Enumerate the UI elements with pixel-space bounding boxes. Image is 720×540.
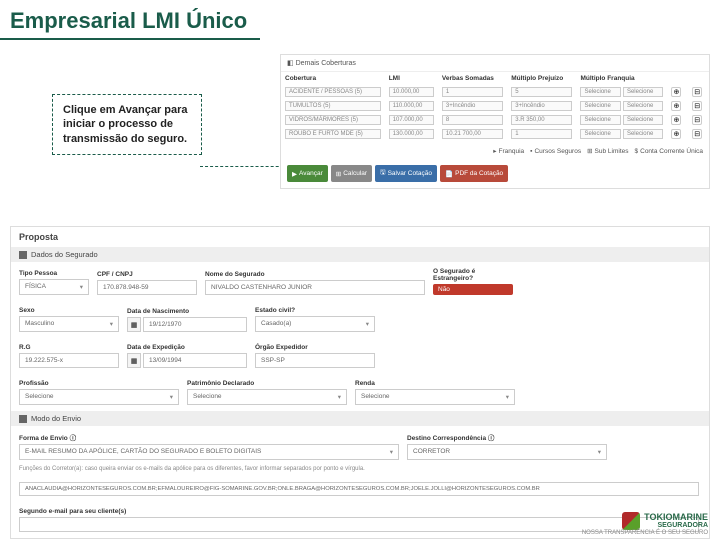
add-icon[interactable]: ⊕ [671, 129, 681, 139]
hint-text: Funções do Corretor(a): caso queira envi… [11, 466, 709, 476]
tab-sublimites[interactable]: ⊞ Sub Limites [587, 147, 628, 155]
row-f1[interactable]: Selecione [580, 87, 620, 97]
table-row: VIDROS/MÁRMORES (5) 107.000,00 8 3.R 350… [281, 113, 709, 127]
section-icon [19, 415, 27, 423]
lbl-prof: Profissão [19, 380, 179, 387]
row-lmi[interactable]: 10.000,00 [389, 87, 434, 97]
lbl-nasc: Data de Nascimento [127, 308, 247, 315]
add-icon[interactable]: ⊕ [671, 87, 681, 97]
lbl-dest: Destino Correspondência ⓘ [407, 432, 607, 442]
section-icon [19, 251, 27, 259]
lbl-rg: R.G [19, 344, 119, 351]
table-row: TUMULTOS (5) 110.000,00 3+Incêndio 3+Inc… [281, 99, 709, 113]
lbl-cpf: CPF / CNPJ [97, 271, 197, 278]
logo-brand: TOKIOMARINE [644, 513, 708, 522]
row-mp[interactable]: 5 [511, 87, 572, 97]
calendar-icon[interactable]: ▦ [127, 353, 141, 368]
col-verbas: Verbas Somadas [438, 72, 507, 85]
forma-select[interactable]: E-MAIL RESUMO DA APÓLICE, CARTÃO DO SEGU… [19, 444, 399, 460]
proposta-title: Proposta [11, 227, 709, 247]
button-row: ▶ Avançar ⊞ Calcular 🖫 Salvar Cotação 📄 … [281, 161, 709, 188]
lbl-nome: Nome do Segurado [205, 271, 425, 278]
civil-select[interactable]: Casado(a) [255, 316, 375, 332]
callout-avancar: Clique em Avançar para iniciar o process… [52, 94, 202, 155]
lbl-exped: Data de Expedição [127, 344, 247, 351]
pdf-button[interactable]: 📄 PDF da Cotação [440, 165, 508, 182]
tab-conta[interactable]: $ Conta Corrente Única [635, 147, 704, 155]
nome-input[interactable]: NIVALDO CASTENHARO JUNIOR [205, 280, 425, 295]
add-icon[interactable]: ⊕ [671, 101, 681, 111]
col-mult-prej: Múltiplo Prejuízo [507, 72, 576, 85]
remove-icon[interactable]: ⊟ [692, 129, 702, 139]
col-lmi: LMI [385, 72, 438, 85]
lbl-civil: Estado civil? [255, 307, 375, 314]
lbl-patr: Patrimônio Declarado [187, 380, 347, 387]
panel-proposta: Proposta Dados do Segurado Tipo Pessoa FÍ… [10, 226, 710, 539]
lbl-orgao: Órgão Expedidor [255, 344, 375, 351]
logo-sub: SEGURADORA [644, 522, 708, 529]
tab-cursos[interactable]: ▪ Cursos Seguros [530, 147, 581, 155]
panel-coberturas: ◧ Demais Coberturas Cobertura LMI Verbas… [280, 54, 710, 189]
logo-icon [622, 512, 640, 530]
col-cobertura: Cobertura [281, 72, 385, 85]
lbl-sexo: Sexo [19, 307, 119, 314]
tabs: ▸ Franquia ▪ Cursos Seguros ⊞ Sub Limite… [281, 141, 709, 161]
avancar-button[interactable]: ▶ Avançar [287, 165, 328, 182]
logo-area: TOKIOMARINE SEGURADORA NOSSA TRANSPARÊNC… [582, 512, 708, 536]
add-icon[interactable]: ⊕ [671, 115, 681, 125]
renda-select[interactable]: Selecione [355, 389, 515, 405]
rg-input[interactable]: 19.222.575-x [19, 353, 119, 368]
calendar-icon[interactable]: ▦ [127, 317, 141, 332]
nasc-input[interactable]: 19/12/1970 [143, 317, 247, 332]
lbl-renda: Renda [355, 380, 515, 387]
table-row: ACIDENTE / PESSOAS (5) 10.000,00 1 5 Sel… [281, 85, 709, 99]
lbl-forma: Forma de Envio ⓘ [19, 432, 399, 442]
tab-franquia[interactable]: ▸ Franquia [493, 147, 524, 155]
estrangeiro-badge[interactable]: Não [433, 284, 513, 295]
row-vs[interactable]: 1 [442, 87, 503, 97]
calcular-button[interactable]: ⊞ Calcular [331, 165, 372, 182]
remove-icon[interactable]: ⊟ [692, 115, 702, 125]
orgao-input[interactable]: SSP-SP [255, 353, 375, 368]
logo-tagline: NOSSA TRANSPARÊNCIA É O SEU SEGURO [582, 530, 708, 536]
section-envio: Modo do Envio [11, 411, 709, 426]
remove-icon[interactable]: ⊟ [692, 87, 702, 97]
patr-select[interactable]: Selecione [187, 389, 347, 405]
sexo-select[interactable]: Masculino [19, 316, 119, 332]
coberturas-header: ◧ Demais Coberturas [281, 55, 709, 72]
col-mult-franq: Múltiplo Franquia [576, 72, 667, 85]
coberturas-table: Cobertura LMI Verbas Somadas Múltiplo Pr… [281, 72, 709, 141]
lbl-estrangeiro: O Segurado é Estrangeiro? [433, 268, 513, 282]
salvar-button[interactable]: 🖫 Salvar Cotação [375, 165, 437, 182]
email-input[interactable]: ANACLAUDIA@HORIZONTESEGUROS.COM.BR;EFMAL… [19, 482, 699, 496]
page-title: Empresarial LMI Único [0, 0, 260, 40]
row-cobertura[interactable]: ACIDENTE / PESSOAS (5) [285, 87, 381, 97]
table-row: ROUBO E FURTO MDE (5) 130.000,00 10.21 7… [281, 127, 709, 141]
exped-input[interactable]: 13/09/1994 [143, 353, 247, 368]
section-dados: Dados do Segurado [11, 247, 709, 262]
remove-icon[interactable]: ⊟ [692, 101, 702, 111]
lbl-tipo-pessoa: Tipo Pessoa [19, 270, 89, 277]
tipo-pessoa-select[interactable]: FÍSICA [19, 279, 89, 295]
prof-select[interactable]: Selecione [19, 389, 179, 405]
cpf-input[interactable]: 170.878.948-59 [97, 280, 197, 295]
dest-select[interactable]: CORRETOR [407, 444, 607, 460]
